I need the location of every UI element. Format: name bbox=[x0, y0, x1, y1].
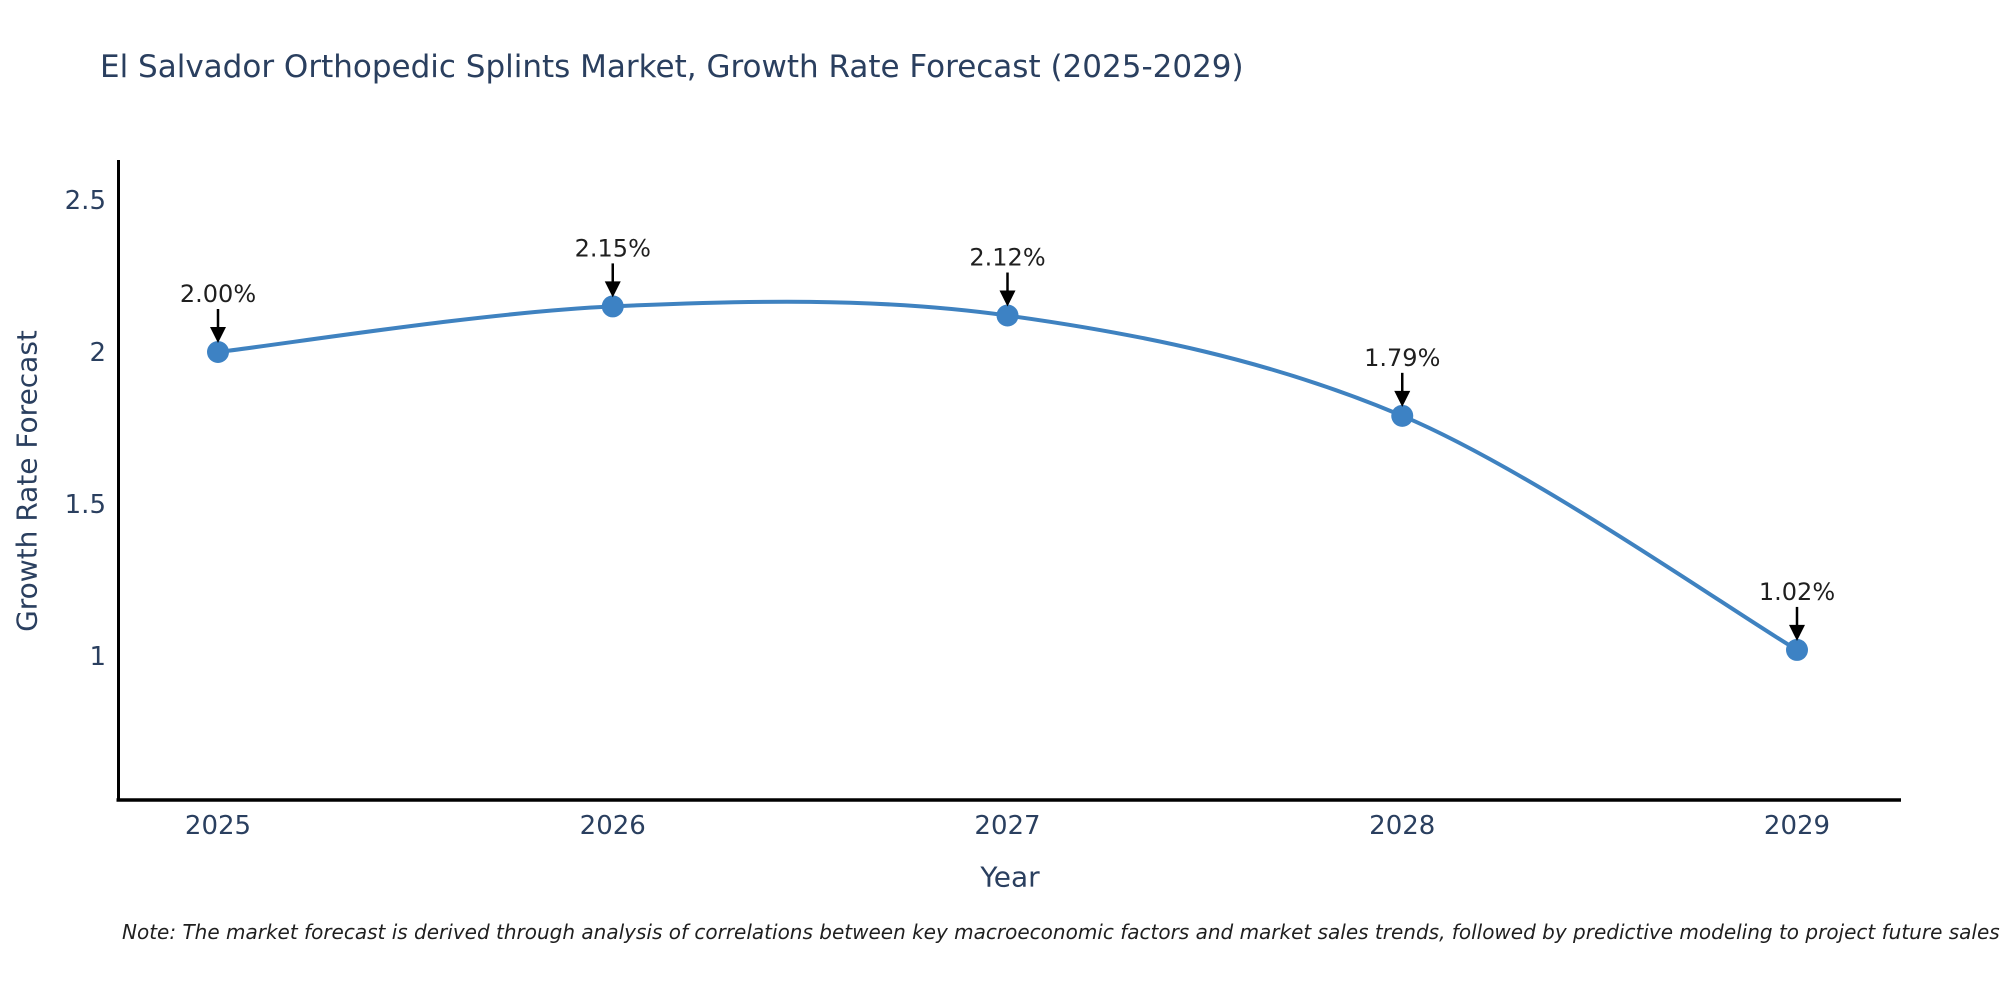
annotation-arrow-head bbox=[210, 327, 226, 343]
x-tick-label: 2027 bbox=[974, 811, 1040, 841]
annotation-arrow-head bbox=[1394, 390, 1411, 407]
annotation-arrow-head bbox=[604, 281, 621, 298]
data-point bbox=[1786, 638, 1808, 661]
x-axis-title: Year bbox=[980, 860, 1040, 894]
forecast-line bbox=[217, 299, 1799, 652]
data-point bbox=[601, 295, 624, 318]
annotation-arrow-head bbox=[1789, 624, 1805, 641]
x-tick-label: 2026 bbox=[580, 811, 646, 841]
chart-title: El Salvador Orthopedic Splints Market, G… bbox=[100, 49, 1244, 85]
data-point bbox=[207, 341, 229, 363]
y-tick-label: 2 bbox=[89, 338, 106, 368]
data-point-label: 2.12% bbox=[969, 244, 1045, 272]
x-tick-label: 2029 bbox=[1764, 811, 1830, 841]
x-tick-label: 2028 bbox=[1369, 811, 1435, 841]
y-tick-label: 2.5 bbox=[65, 186, 106, 216]
data-point-label: 2.00% bbox=[180, 280, 256, 308]
y-tick-label: 1 bbox=[89, 642, 106, 672]
y-tick-label: 1.5 bbox=[65, 490, 106, 520]
annotation-arrow-head bbox=[999, 290, 1016, 307]
y-axis-title: Growth Rate Forecast bbox=[10, 330, 44, 632]
data-point bbox=[996, 304, 1019, 327]
data-point-label: 1.79% bbox=[1364, 344, 1440, 372]
footnote: Note: The market forecast is derived thr… bbox=[122, 920, 2000, 944]
data-point bbox=[1391, 404, 1414, 427]
x-tick-label: 2025 bbox=[185, 811, 251, 841]
data-point-label: 1.02% bbox=[1759, 578, 1835, 606]
data-point-label: 2.15% bbox=[575, 234, 651, 262]
